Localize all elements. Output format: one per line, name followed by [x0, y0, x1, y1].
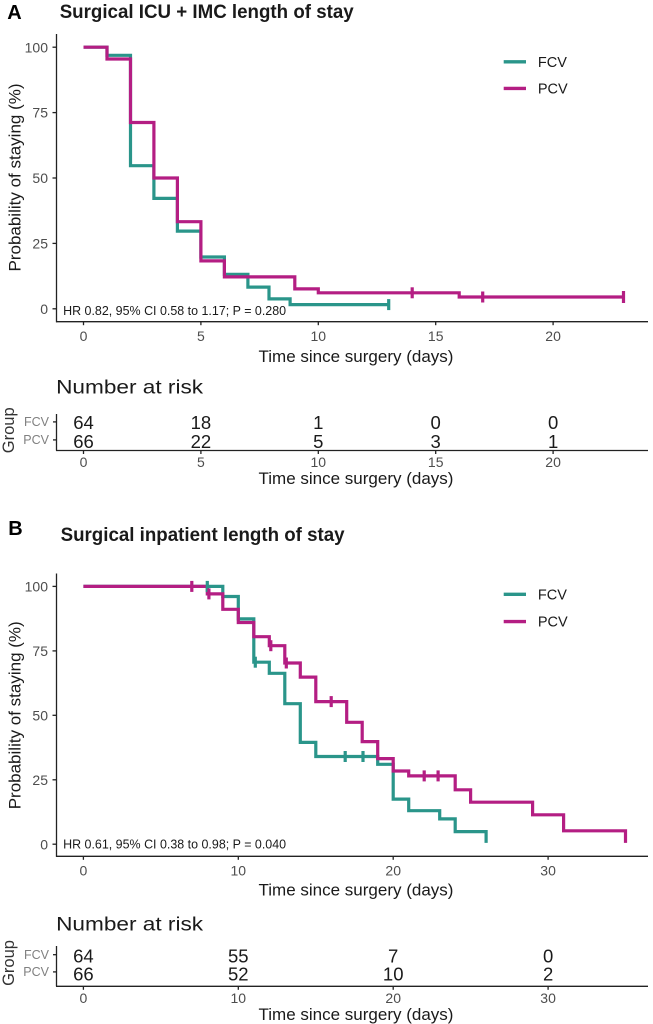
- svg-text:PCV: PCV: [23, 433, 49, 447]
- svg-text:PCV: PCV: [538, 615, 568, 631]
- svg-text:20: 20: [385, 990, 401, 1006]
- svg-text:10: 10: [383, 964, 404, 985]
- svg-text:FCV: FCV: [538, 55, 567, 71]
- svg-text:5: 5: [197, 454, 205, 470]
- svg-text:Number at risk: Number at risk: [56, 376, 203, 398]
- svg-text:0: 0: [40, 301, 48, 317]
- svg-text:PCV: PCV: [538, 82, 568, 98]
- svg-text:7: 7: [388, 946, 398, 967]
- svg-text:0: 0: [543, 946, 553, 967]
- svg-text:18: 18: [191, 412, 212, 433]
- svg-text:20: 20: [545, 454, 561, 470]
- svg-text:HR 0.82, 95% CI 0.58 to 1.17;: HR 0.82, 95% CI 0.58 to 1.17; P = 0.280: [63, 303, 286, 318]
- svg-text:1: 1: [548, 431, 558, 452]
- svg-text:64: 64: [73, 412, 94, 433]
- svg-text:2: 2: [543, 964, 553, 985]
- svg-text:52: 52: [228, 964, 249, 985]
- svg-text:0: 0: [431, 412, 441, 433]
- svg-text:Time since surgery (days): Time since surgery (days): [259, 880, 454, 899]
- svg-text:Surgical ICU + IMC length of s: Surgical ICU + IMC length of stay: [60, 1, 354, 23]
- svg-text:75: 75: [32, 105, 48, 121]
- svg-text:10: 10: [311, 454, 327, 470]
- svg-text:20: 20: [385, 862, 401, 878]
- svg-text:1: 1: [313, 412, 323, 433]
- svg-text:Probability of staying (%): Probability of staying (%): [5, 83, 24, 271]
- svg-text:3: 3: [431, 431, 441, 452]
- svg-text:100: 100: [25, 579, 49, 595]
- svg-text:Probability of staying (%): Probability of staying (%): [5, 621, 24, 809]
- svg-text:15: 15: [428, 454, 444, 470]
- svg-text:64: 64: [73, 946, 94, 967]
- svg-text:A: A: [7, 2, 21, 24]
- svg-text:10: 10: [231, 862, 247, 878]
- svg-text:5: 5: [313, 431, 323, 452]
- svg-text:66: 66: [73, 431, 94, 452]
- svg-text:66: 66: [73, 964, 94, 985]
- svg-text:30: 30: [540, 862, 556, 878]
- svg-text:0: 0: [548, 412, 558, 433]
- svg-text:50: 50: [32, 170, 48, 186]
- svg-text:25: 25: [32, 236, 48, 252]
- svg-text:Group: Group: [0, 940, 18, 986]
- svg-text:55: 55: [228, 946, 249, 967]
- svg-text:PCV: PCV: [23, 965, 49, 979]
- svg-text:Surgical inpatient length of s: Surgical inpatient length of stay: [61, 525, 345, 546]
- svg-text:HR 0.61, 95% CI 0.38 to 0.98;: HR 0.61, 95% CI 0.38 to 0.98; P = 0.040: [63, 837, 286, 852]
- svg-text:0: 0: [40, 836, 48, 852]
- svg-text:25: 25: [32, 772, 48, 788]
- svg-text:Time since surgery (days): Time since surgery (days): [259, 347, 454, 366]
- svg-text:FCV: FCV: [24, 415, 50, 429]
- svg-text:5: 5: [197, 328, 205, 344]
- svg-text:0: 0: [80, 328, 88, 344]
- svg-text:B: B: [8, 518, 22, 540]
- svg-text:22: 22: [191, 431, 212, 452]
- svg-text:FCV: FCV: [24, 948, 50, 962]
- svg-text:20: 20: [545, 328, 561, 344]
- svg-text:0: 0: [80, 862, 88, 878]
- svg-text:30: 30: [540, 990, 556, 1006]
- svg-text:75: 75: [32, 643, 48, 659]
- svg-text:100: 100: [25, 39, 49, 55]
- svg-text:10: 10: [231, 990, 247, 1006]
- svg-text:0: 0: [80, 990, 88, 1006]
- svg-text:Time since surgery (days): Time since surgery (days): [259, 1005, 454, 1024]
- svg-text:Number at risk: Number at risk: [56, 914, 203, 936]
- svg-text:15: 15: [428, 328, 444, 344]
- svg-text:10: 10: [311, 328, 327, 344]
- svg-text:50: 50: [32, 707, 48, 723]
- svg-text:Time since surgery (days): Time since surgery (days): [259, 469, 454, 488]
- svg-text:FCV: FCV: [538, 587, 567, 603]
- svg-text:Group: Group: [0, 407, 18, 453]
- svg-text:0: 0: [80, 454, 88, 470]
